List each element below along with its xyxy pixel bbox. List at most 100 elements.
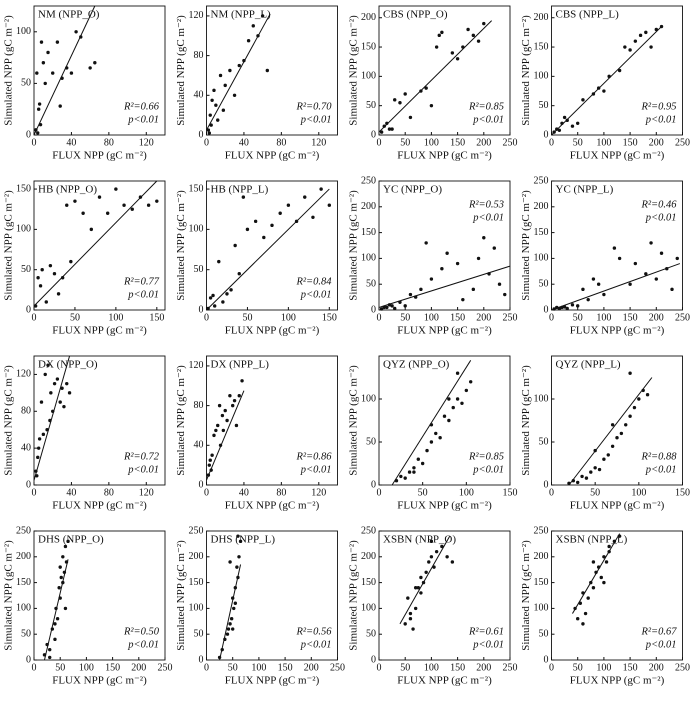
x-tick-label: 50: [573, 312, 583, 323]
point: [235, 565, 239, 569]
point: [644, 30, 648, 35]
point: [319, 187, 323, 191]
x-tick-label: 200: [131, 662, 146, 673]
y-axis-label: Simulated NPP (gC m⁻²): [175, 365, 187, 476]
point: [429, 277, 434, 281]
x-axis-label: FLUX NPP (gC m⁻²): [570, 325, 665, 337]
x-tick-label: 200: [649, 312, 664, 323]
point: [48, 655, 52, 660]
point: [628, 48, 632, 52]
plot-frame: [551, 355, 683, 486]
point: [565, 118, 569, 123]
point: [628, 371, 632, 375]
y-tick-label: 50: [194, 264, 204, 275]
y-tick-label: 50: [539, 100, 549, 111]
point: [649, 241, 653, 245]
point: [469, 380, 473, 384]
x-axis-label: FLUX NPP (gC m⁻²): [397, 675, 492, 687]
point: [327, 203, 332, 207]
point: [447, 418, 451, 423]
point: [65, 381, 69, 386]
point: [55, 40, 60, 44]
point: [286, 203, 291, 207]
y-axis-label: Simulated NPP (gC m⁻²): [3, 540, 15, 651]
annotation: R²=0.67: [640, 626, 677, 637]
y-tick-label: 250: [189, 525, 204, 536]
annotation: p<0.01: [645, 464, 677, 475]
point: [228, 560, 232, 564]
point: [424, 86, 428, 90]
y-tick-label: 150: [534, 577, 549, 588]
point: [246, 39, 251, 43]
y-tick-label: 100: [16, 26, 31, 37]
point: [233, 601, 238, 605]
point: [67, 391, 72, 395]
point: [576, 121, 580, 125]
panel-title: XSBN (NPP_O): [383, 534, 456, 546]
point: [231, 403, 235, 408]
y-tick-label: 150: [16, 577, 31, 588]
point: [225, 632, 230, 636]
x-tick-label: 100: [281, 312, 296, 323]
y-tick-label: 250: [534, 175, 549, 186]
point: [612, 246, 617, 250]
y-tick-label: 150: [361, 227, 376, 238]
y-tick-label: 40: [194, 90, 204, 101]
y-tick-label: 0: [26, 304, 31, 315]
x-axis-label: FLUX NPP (gC m⁻²): [225, 675, 320, 687]
point: [303, 195, 307, 199]
x-tick-label: 150: [503, 487, 518, 498]
panel-title: NM (NPP_O): [38, 9, 100, 21]
x-tick-label: 50: [418, 487, 428, 498]
point: [593, 466, 597, 470]
y-tick-label: 120: [189, 10, 204, 21]
x-tick-label: 40: [66, 487, 76, 498]
x-tick-label: 200: [304, 662, 319, 673]
point: [412, 470, 416, 474]
plot-frame: [378, 355, 511, 486]
point: [216, 118, 220, 122]
point: [51, 71, 55, 75]
point: [403, 622, 407, 626]
x-tick-label: 100: [79, 662, 94, 673]
point: [623, 45, 627, 49]
y-tick-label: 100: [534, 253, 549, 264]
point: [440, 544, 444, 549]
point: [63, 544, 68, 549]
x-tick-label: 250: [675, 662, 690, 673]
x-tick-label: 200: [476, 312, 491, 323]
point: [633, 261, 638, 266]
x-tick-label: 0: [549, 137, 554, 148]
point: [221, 108, 226, 112]
x-axis-label: FLUX NPP (gC m⁻²): [52, 675, 147, 687]
point: [429, 440, 434, 444]
x-tick-label: 0: [32, 312, 37, 323]
y-tick-label: 80: [194, 50, 204, 61]
x-tick-label: 150: [450, 312, 465, 323]
point: [476, 256, 481, 261]
point: [105, 211, 110, 215]
x-tick-label: 120: [139, 487, 154, 498]
annotation: R²=0.66: [123, 101, 160, 112]
x-tick-label: 250: [675, 137, 690, 148]
x-tick-label: 120: [311, 487, 326, 498]
point: [591, 277, 596, 281]
point: [403, 304, 407, 308]
point: [497, 282, 502, 286]
point: [211, 293, 215, 298]
point: [379, 130, 384, 134]
plot-frame: [378, 180, 511, 311]
annotation: R²=0.85: [468, 101, 504, 112]
x-axis-label: FLUX NPP (gC m⁻²): [570, 500, 665, 512]
point: [228, 68, 232, 73]
point: [581, 622, 585, 626]
plot-frame: [551, 530, 683, 661]
point: [382, 305, 386, 310]
point: [251, 24, 255, 28]
point: [114, 187, 118, 191]
annotation: R²=0.84: [295, 276, 332, 287]
point: [597, 467, 602, 472]
y-tick-label: 0: [544, 304, 549, 315]
x-tick-label: 50: [400, 312, 410, 323]
